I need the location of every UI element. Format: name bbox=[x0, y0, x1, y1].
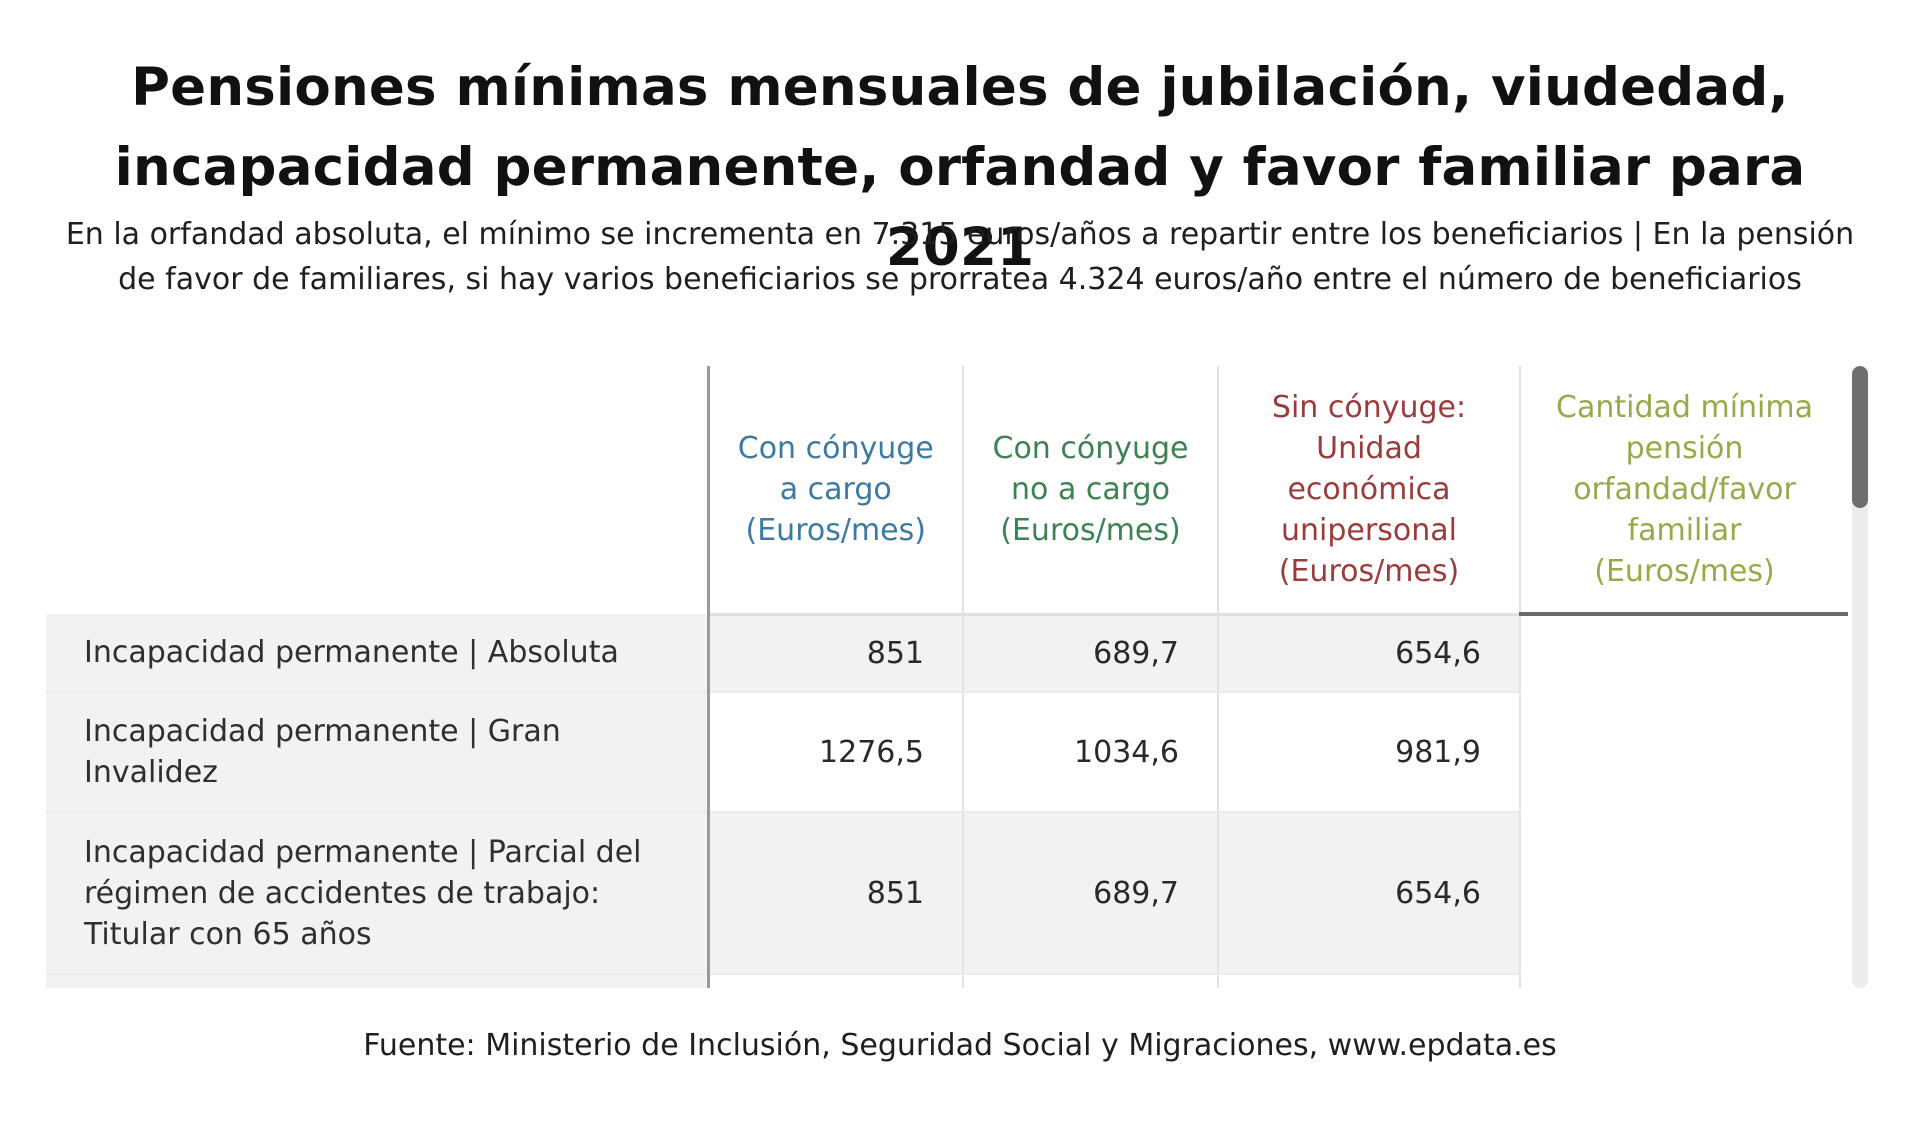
cell-orfandad-favor-familiar bbox=[1520, 692, 1848, 812]
cell-orfandad-favor-familiar bbox=[1520, 812, 1848, 974]
pension-table: Con cónyuge a cargo (Euros/mes) Con cóny… bbox=[46, 366, 1848, 988]
row-label-partial bbox=[46, 974, 710, 988]
cell-orfandad-favor-familiar bbox=[1520, 614, 1848, 692]
cell-sin-conyuge: 654,6 bbox=[1218, 812, 1521, 975]
cell-con-conyuge-a-cargo: 1276,5 bbox=[708, 692, 964, 813]
cell-partial bbox=[708, 974, 964, 988]
table-header-row: Con cónyuge a cargo (Euros/mes) Con cóny… bbox=[46, 366, 1848, 616]
table-row: Incapacidad permanente | Gran Invalidez … bbox=[46, 692, 1848, 813]
table-row: Incapacidad permanente | Absoluta 851 68… bbox=[46, 614, 1848, 693]
header-orfandad-favor-familiar: Cantidad mínima pensión orfandad/favor f… bbox=[1520, 366, 1848, 616]
row-label: Incapacidad permanente | Parcial del rég… bbox=[46, 812, 710, 975]
chart-subtitle: En la orfandad absoluta, el mínimo se in… bbox=[65, 217, 1855, 297]
cell-con-conyuge-a-cargo: 851 bbox=[708, 812, 964, 975]
cell-con-conyuge-a-cargo: 851 bbox=[708, 614, 964, 693]
vertical-scrollbar[interactable] bbox=[1852, 366, 1868, 988]
row-label: Incapacidad permanente | Gran Invalidez bbox=[46, 692, 710, 813]
cell-con-conyuge-no-a-cargo: 1034,6 bbox=[963, 692, 1219, 813]
header-sin-conyuge: Sin cónyuge: Unidad económica unipersona… bbox=[1218, 366, 1521, 616]
header-con-conyuge-a-cargo: Con cónyuge a cargo (Euros/mes) bbox=[708, 366, 964, 616]
table-row: Incapacidad permanente | Parcial del rég… bbox=[46, 812, 1848, 975]
row-label: Incapacidad permanente | Absoluta bbox=[46, 614, 710, 693]
cell-partial bbox=[1520, 974, 1848, 988]
chart-title: Pensiones mínimas mensuales de jubilació… bbox=[114, 57, 1806, 278]
source-note: Fuente: Ministerio de Inclusión, Segurid… bbox=[363, 1028, 1557, 1063]
scrollbar-thumb[interactable] bbox=[1852, 366, 1868, 508]
cell-sin-conyuge: 654,6 bbox=[1218, 614, 1521, 693]
table-viewport[interactable]: Con cónyuge a cargo (Euros/mes) Con cóny… bbox=[46, 366, 1848, 988]
header-con-conyuge-no-a-cargo: Con cónyuge no a cargo (Euros/mes) bbox=[963, 366, 1219, 616]
cell-con-conyuge-no-a-cargo: 689,7 bbox=[963, 614, 1219, 693]
table-row-partial bbox=[46, 974, 1848, 988]
header-row-label bbox=[46, 366, 710, 614]
cell-partial bbox=[963, 974, 1219, 988]
cell-con-conyuge-no-a-cargo: 689,7 bbox=[963, 812, 1219, 975]
cell-sin-conyuge: 981,9 bbox=[1218, 692, 1521, 813]
cell-partial bbox=[1218, 974, 1521, 988]
